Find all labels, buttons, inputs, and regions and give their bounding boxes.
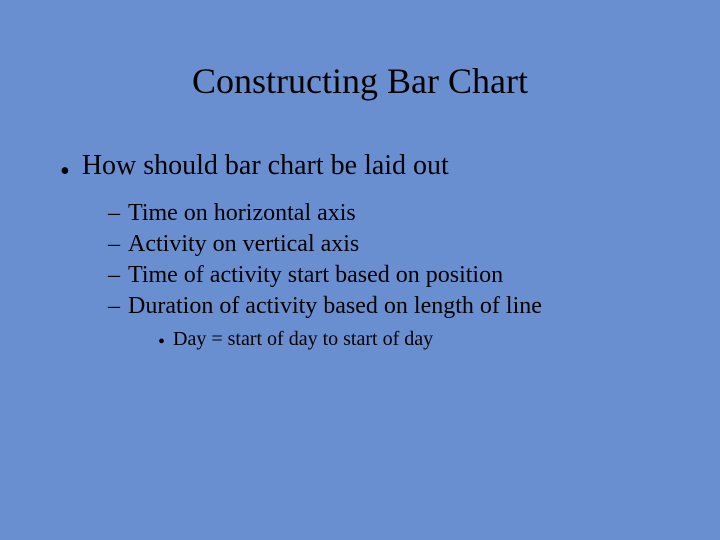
bullet-level2-item: – Time on horizontal axis [108, 200, 670, 227]
bullet-level2-text: Duration of activity based on length of … [128, 293, 542, 320]
slide-title: Constructing Bar Chart [50, 60, 670, 102]
bullet-level2-item: – Duration of activity based on length o… [108, 293, 670, 320]
bullet-level2-item: – Time of activity start based on positi… [108, 262, 670, 289]
bullet-level3-text: Day = start of day to start of day [173, 328, 433, 351]
bullet-marker-dash: – [108, 231, 120, 258]
bullet-level1-text: How should bar chart be laid out [82, 150, 449, 182]
bullet-marker-disc: • [60, 150, 70, 186]
bullet-level2-text: Activity on vertical axis [128, 231, 359, 258]
bullet-level2-text: Time on horizontal axis [128, 200, 356, 227]
bullet-marker-dash: – [108, 293, 120, 320]
bullet-marker-disc: • [158, 328, 165, 352]
bullet-level1-item: • How should bar chart be laid out [60, 150, 670, 186]
bullet-level3-item: • Day = start of day to start of day [158, 328, 670, 352]
bullet-marker-dash: – [108, 262, 120, 289]
slide: Constructing Bar Chart • How should bar … [0, 0, 720, 540]
bullet-level2-text: Time of activity start based on position [128, 262, 503, 289]
bullet-level2-item: – Activity on vertical axis [108, 231, 670, 258]
bullet-marker-dash: – [108, 200, 120, 227]
